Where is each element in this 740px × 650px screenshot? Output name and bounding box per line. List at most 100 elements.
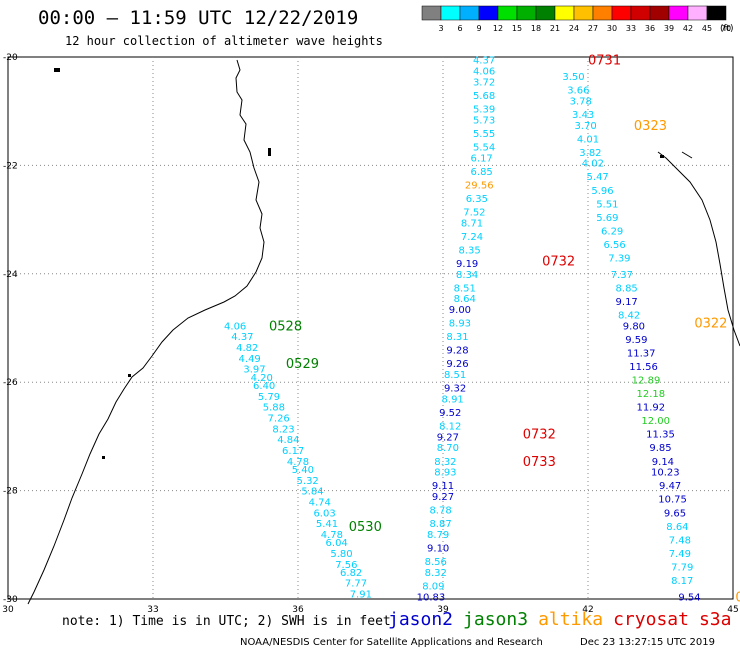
legend-cryosat: cryosat [613, 609, 689, 630]
wave-height-label: 5.69 [596, 213, 618, 224]
wave-height-label: 4.78 [321, 530, 343, 541]
wave-height-label: 3.43 [572, 110, 594, 121]
wave-height-label: 6.35 [466, 194, 488, 205]
wave-height-label: 5.80 [330, 549, 352, 560]
wave-height-label: 5.88 [263, 403, 285, 414]
wave-height-label: 6.82 [340, 568, 362, 579]
wave-height-label: 6.29 [601, 226, 623, 237]
wave-height-label: 5.79 [258, 392, 280, 403]
colorbar-tick: 9 [476, 24, 481, 33]
colorbar-swatch [478, 5, 499, 21]
pass-time-label: 0732 [523, 428, 556, 443]
wave-height-label: 3.50 [562, 72, 584, 83]
pass-time-label: 0528 [269, 319, 302, 334]
wave-height-label: 8.17 [671, 576, 693, 587]
wave-height-label: 8.09 [422, 581, 444, 592]
wave-height-label: 3.82 [579, 148, 601, 159]
wave-height-label: 9.26 [446, 359, 468, 370]
colorbar-swatch [611, 5, 632, 21]
wave-height-label: 9.27 [437, 432, 459, 443]
satellite-legend: jason2 jason3 altika cryosat s3a [388, 609, 731, 630]
wave-height-label: 12.89 [632, 375, 661, 386]
wave-height-label: 9.14 [652, 457, 674, 468]
lon-tick-label: 45 [727, 605, 738, 615]
wave-height-label: 9.54 [678, 592, 700, 603]
wave-height-label: 5.68 [473, 91, 495, 102]
wave-height-label: 8.31 [446, 332, 468, 343]
colorbar-unit: (ft) [720, 24, 734, 34]
colorbar-tick: 70 [721, 24, 731, 33]
wave-height-label: 3.72 [473, 77, 495, 88]
footer-credit: NOAA/NESDIS Center for Satellite Applica… [240, 637, 543, 648]
wave-height-label: 7.49 [669, 549, 691, 560]
colorbar-tick: 27 [588, 24, 598, 33]
wave-height-label: 8.35 [458, 245, 480, 256]
wave-height-label: 12.18 [637, 389, 666, 400]
wave-height-label: 9.10 [427, 544, 449, 555]
wave-height-label: 7.37 [611, 270, 633, 281]
wave-height-label: 3.70 [574, 121, 596, 132]
wave-height-label: 9.32 [444, 384, 466, 395]
colorbar-legend: 3 6 9 12 15 18 21 24 27 30 33 36 39 42 45 70 [421, 5, 731, 33]
wave-height-label: 5.73 [473, 115, 495, 126]
wave-height-label: 8.71 [461, 218, 483, 229]
wave-height-label: 5.54 [473, 142, 495, 153]
wave-height-label: 4.82 [236, 343, 258, 354]
wave-height-label: 4.06 [224, 321, 246, 332]
lat-tick-label: -20 [3, 53, 18, 63]
wave-height-label: 9.85 [649, 443, 671, 454]
wave-height-label: 10.23 [651, 468, 680, 479]
wave-height-label: 5.41 [316, 519, 338, 530]
colorbar-tick: 12 [493, 24, 503, 33]
colorbar-swatch [497, 5, 518, 21]
page-title: 00:00 – 11:59 UTC 12/22/2019 [38, 7, 358, 29]
wave-height-label: 8.51 [444, 370, 466, 381]
wave-height-label: 8.32 [425, 568, 447, 579]
colorbar-swatch [459, 5, 480, 21]
pass-time-label: 0731 [588, 54, 621, 69]
colorbar-tick: 30 [607, 24, 617, 33]
lat-tick-label: -22 [3, 161, 18, 171]
colorbar-swatch [649, 5, 670, 21]
wave-height-label: 8.42 [618, 310, 640, 321]
lat-tick-label: -28 [3, 487, 18, 497]
pass-time-label: 0323 [634, 119, 667, 134]
wave-height-label: 6.56 [603, 240, 625, 251]
wave-height-label: 3.78 [570, 96, 592, 107]
pass-time-label: 0529 [286, 357, 319, 372]
lon-tick-label: 39 [437, 605, 449, 615]
colorbar-swatch [440, 5, 461, 21]
wave-height-label: 4.01 [577, 134, 599, 145]
lon-tick-label: 33 [147, 605, 158, 615]
wave-height-label: 5.55 [473, 129, 495, 140]
colorbar-swatch [592, 5, 613, 21]
wave-height-label: 8.93 [449, 319, 471, 330]
colorbar-tick: 39 [664, 24, 674, 33]
wave-height-label: 11.92 [637, 403, 666, 414]
footer-timestamp: Dec 23 13:27:15 UTC 2019 [580, 637, 715, 648]
wave-height-label: 9.65 [664, 508, 686, 519]
colorbar-tick: 36 [645, 24, 655, 33]
coastline [27, 59, 740, 605]
wave-height-label: 9.59 [625, 335, 647, 346]
wave-height-label: 8.34 [456, 270, 478, 281]
wave-height-label: 8.12 [439, 422, 461, 433]
wave-height-label: 5.84 [301, 487, 323, 498]
wave-height-label: 8.78 [429, 506, 451, 517]
wave-height-label: 8.23 [272, 424, 294, 435]
colorbar-swatch [687, 5, 708, 21]
wave-height-label: 4.49 [239, 354, 261, 365]
wave-height-label: 9.47 [659, 481, 681, 492]
legend-jason3: jason3 [463, 609, 528, 630]
colorbar-tick: 18 [531, 24, 541, 33]
wave-height-label: 8.87 [429, 519, 451, 530]
wave-height-label: 9.11 [432, 481, 454, 492]
wave-height-label: 9.28 [446, 346, 468, 357]
wave-height-label: 8.64 [454, 294, 476, 305]
colorbar-tick: 6 [457, 24, 462, 33]
colorbar-tick: 33 [626, 24, 636, 33]
wave-height-label: 5.39 [473, 104, 495, 115]
wave-height-label: 6.17 [471, 153, 493, 164]
wave-height-label: 11.37 [627, 348, 656, 359]
